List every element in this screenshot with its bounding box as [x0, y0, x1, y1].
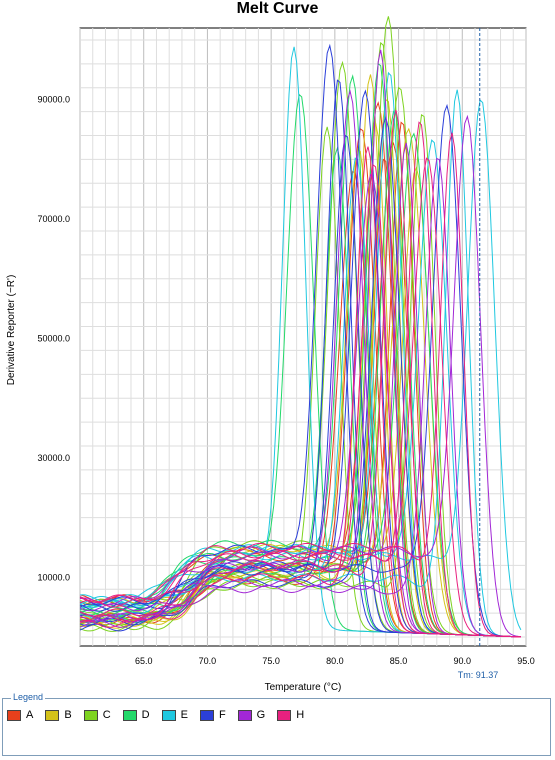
y-tick-label: 10000.0 — [37, 572, 70, 582]
melt-curve-well-h — [79, 163, 521, 638]
legend-label: B — [64, 709, 72, 721]
legend-items: A B C D E F G H — [7, 709, 316, 721]
x-tick-label: 80.0 — [326, 656, 344, 666]
melt-curve-well-g — [79, 142, 521, 638]
legend-item-d[interactable]: D — [122, 709, 150, 721]
legend-swatch — [122, 709, 137, 721]
legend-item-h[interactable]: H — [277, 709, 304, 721]
melt-curve-well-h — [79, 121, 521, 638]
x-tick-label: 65.0 — [135, 656, 153, 666]
legend-label: E — [180, 709, 188, 721]
curve-layer — [79, 16, 522, 638]
y-axis-title: Derivative Reporter (−R') — [6, 275, 17, 386]
legend-item-a[interactable]: A — [7, 709, 33, 721]
legend-swatch — [199, 709, 214, 721]
tm-marker-label: Tm: 91.37 — [458, 670, 499, 680]
legend-item-g[interactable]: G — [237, 709, 266, 721]
legend-label: A — [26, 709, 34, 721]
x-axis-title: Temperature (°C) — [265, 682, 342, 693]
melt-curve-well-h — [79, 132, 521, 638]
x-tick-label: 95.0 — [517, 656, 535, 666]
legend-label: C — [102, 709, 111, 721]
melt-curve-well-h — [79, 157, 521, 638]
x-tick-label: 75.0 — [262, 656, 280, 666]
y-tick-label: 90000.0 — [37, 95, 70, 105]
melt-curve-well-e — [79, 99, 522, 631]
legend-swatch — [45, 709, 60, 721]
x-tick-label: 70.0 — [199, 656, 217, 666]
y-tick-label: 50000.0 — [37, 333, 70, 343]
legend-swatch — [277, 709, 292, 721]
legend-label: H — [296, 709, 305, 721]
tick-labels: 65.0 70.0 75.0 80.0 85.0 90.0 95.0 10000.0 30000… — [37, 95, 534, 666]
grid-lines — [79, 28, 527, 646]
legend-item-f[interactable]: F — [199, 709, 226, 721]
chart-title: Melt Curve — [236, 0, 319, 17]
x-tick-label: 85.0 — [390, 656, 408, 666]
legend-item-e[interactable]: E — [161, 709, 188, 721]
melt-curve-plot: 65.0 70.0 75.0 80.0 85.0 90.0 95.0 10000.0 30000… — [6, 16, 535, 693]
legend-swatch — [7, 709, 21, 721]
legend: Legend A B C D E F G H — [2, 692, 551, 756]
legend-label: F — [218, 709, 226, 721]
legend-label: G — [256, 709, 266, 721]
legend-swatch — [161, 709, 176, 721]
y-tick-label: 30000.0 — [37, 453, 70, 463]
legend-label: D — [141, 709, 150, 721]
legend-item-b[interactable]: B — [45, 709, 72, 721]
y-tick-label: 70000.0 — [37, 214, 70, 224]
legend-swatch — [237, 709, 252, 721]
melt-curve-well-c — [79, 113, 521, 638]
legend-title: Legend — [11, 692, 46, 702]
x-tick-label: 90.0 — [454, 656, 472, 666]
legend-swatch — [83, 709, 98, 721]
legend-item-c[interactable]: C — [83, 709, 111, 721]
